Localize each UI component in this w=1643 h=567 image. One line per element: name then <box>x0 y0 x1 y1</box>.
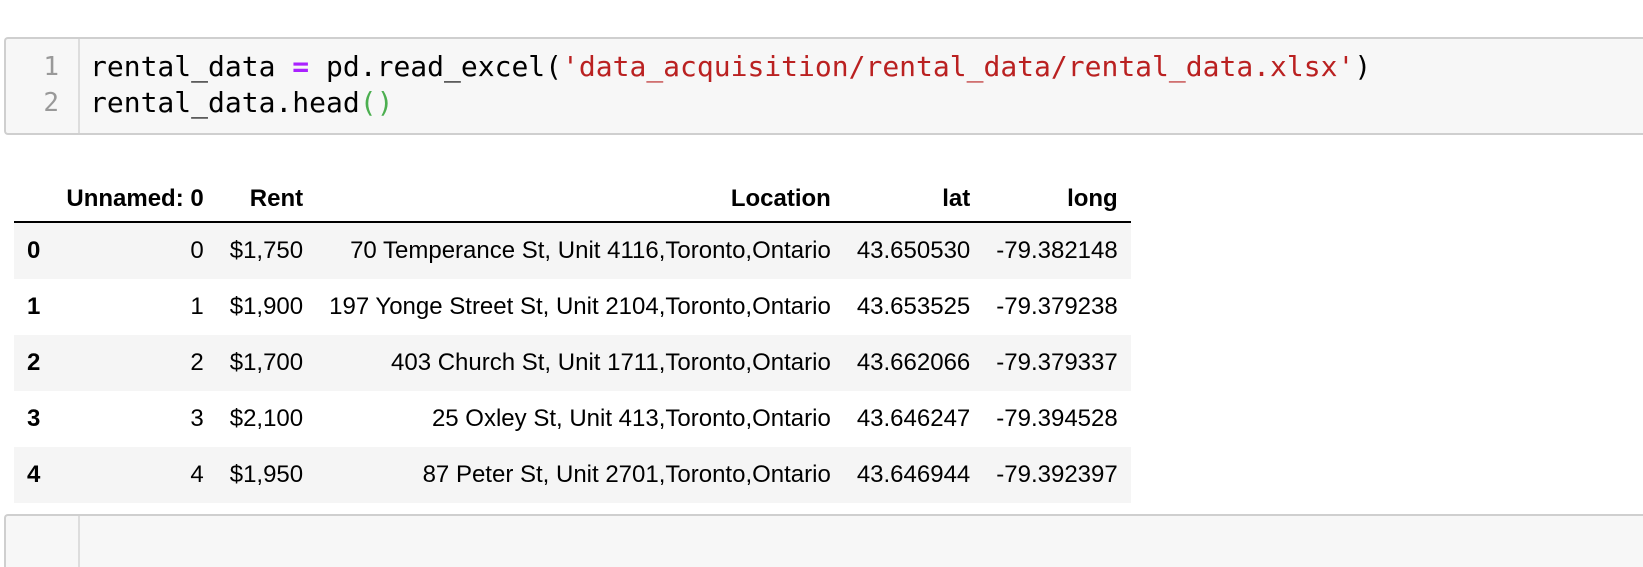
table-cell: -79.379238 <box>996 293 1118 320</box>
table-cell: 43.646944 <box>856 461 971 488</box>
line-number: 1 <box>43 52 59 82</box>
next-code-cell[interactable] <box>4 514 1643 567</box>
index-header <box>14 177 54 223</box>
code-operator: = <box>275 50 327 83</box>
code-matched-parens: () <box>359 86 394 119</box>
row-index: 3 <box>27 405 41 432</box>
table-cell: $2,100 <box>229 405 304 432</box>
table-cell: $1,950 <box>229 461 304 488</box>
table-cell: 3 <box>190 405 204 432</box>
table-cell: 70 Temperance St, Unit 4116,Toronto,Onta… <box>350 237 831 264</box>
code-paren: ) <box>1354 50 1372 83</box>
row-index: 0 <box>27 237 41 264</box>
table-cell: 43.646247 <box>856 405 971 432</box>
table-cell: $1,900 <box>229 293 304 320</box>
table-cell: 2 <box>190 349 204 376</box>
table-row: 3 3 $2,100 25 Oxley St, Unit 413,Toronto… <box>14 391 1131 447</box>
table-row: 2 2 $1,700 403 Church St, Unit 1711,Toro… <box>14 335 1131 391</box>
table-cell: 4 <box>190 461 204 488</box>
table-row: 0 0 $1,750 70 Temperance St, Unit 4116,T… <box>14 222 1131 279</box>
dataframe-table: Unnamed: 0 Rent Location lat long 0 0 $1… <box>14 177 1131 503</box>
line-number: 2 <box>43 88 59 118</box>
code-line[interactable]: rental_data.head() <box>90 85 393 121</box>
column-header: Unnamed: 0 <box>53 177 217 223</box>
table-cell: $1,700 <box>229 349 304 376</box>
table-cell: 87 Peter St, Unit 2701,Toronto,Ontario <box>422 461 831 488</box>
table-row: 1 1 $1,900 197 Yonge Street St, Unit 210… <box>14 279 1131 335</box>
table-cell: 1 <box>190 293 204 320</box>
column-header: Location <box>316 177 844 223</box>
table-cell: $1,750 <box>229 237 304 264</box>
table-cell: 43.650530 <box>856 237 971 264</box>
table-cell: 0 <box>190 237 204 264</box>
table-cell: 25 Oxley St, Unit 413,Toronto,Ontario <box>431 405 831 432</box>
column-header: lat <box>843 177 984 223</box>
row-index: 4 <box>27 461 41 488</box>
code-call: rental_data.head <box>90 86 360 119</box>
table-cell: 43.653525 <box>856 293 971 320</box>
line-number-gutter <box>6 516 80 567</box>
table-cell: 197 Yonge Street St, Unit 2104,Toronto,O… <box>329 293 831 320</box>
code-line[interactable]: rental_data = pd.read_excel('data_acquis… <box>90 49 1371 85</box>
table-cell: -79.394528 <box>996 405 1118 432</box>
table-cell: 403 Church St, Unit 1711,Toronto,Ontario <box>391 349 831 376</box>
table-row: 4 4 $1,950 87 Peter St, Unit 2701,Toront… <box>14 447 1131 503</box>
table-cell: -79.379337 <box>996 349 1118 376</box>
column-header: Rent <box>216 177 317 223</box>
table-cell: -79.382148 <box>996 237 1118 264</box>
table-cell: -79.392397 <box>996 461 1118 488</box>
row-index: 1 <box>27 293 41 320</box>
code-call: pd.read_excel( <box>326 50 563 83</box>
code-variable: rental_data <box>90 50 276 83</box>
row-index: 2 <box>27 349 41 376</box>
code-cell[interactable]: 1 2 rental_data = pd.read_excel('data_ac… <box>4 37 1643 135</box>
cell-output: Unnamed: 0 Rent Location lat long 0 0 $1… <box>14 177 1131 503</box>
table-header-row: Unnamed: 0 Rent Location lat long <box>14 177 1131 223</box>
column-header: long <box>983 177 1131 223</box>
code-string: 'data_acquisition/rental_data/rental_dat… <box>562 50 1355 83</box>
table-cell: 43.662066 <box>856 349 971 376</box>
line-number-gutter: 1 2 <box>6 39 80 133</box>
